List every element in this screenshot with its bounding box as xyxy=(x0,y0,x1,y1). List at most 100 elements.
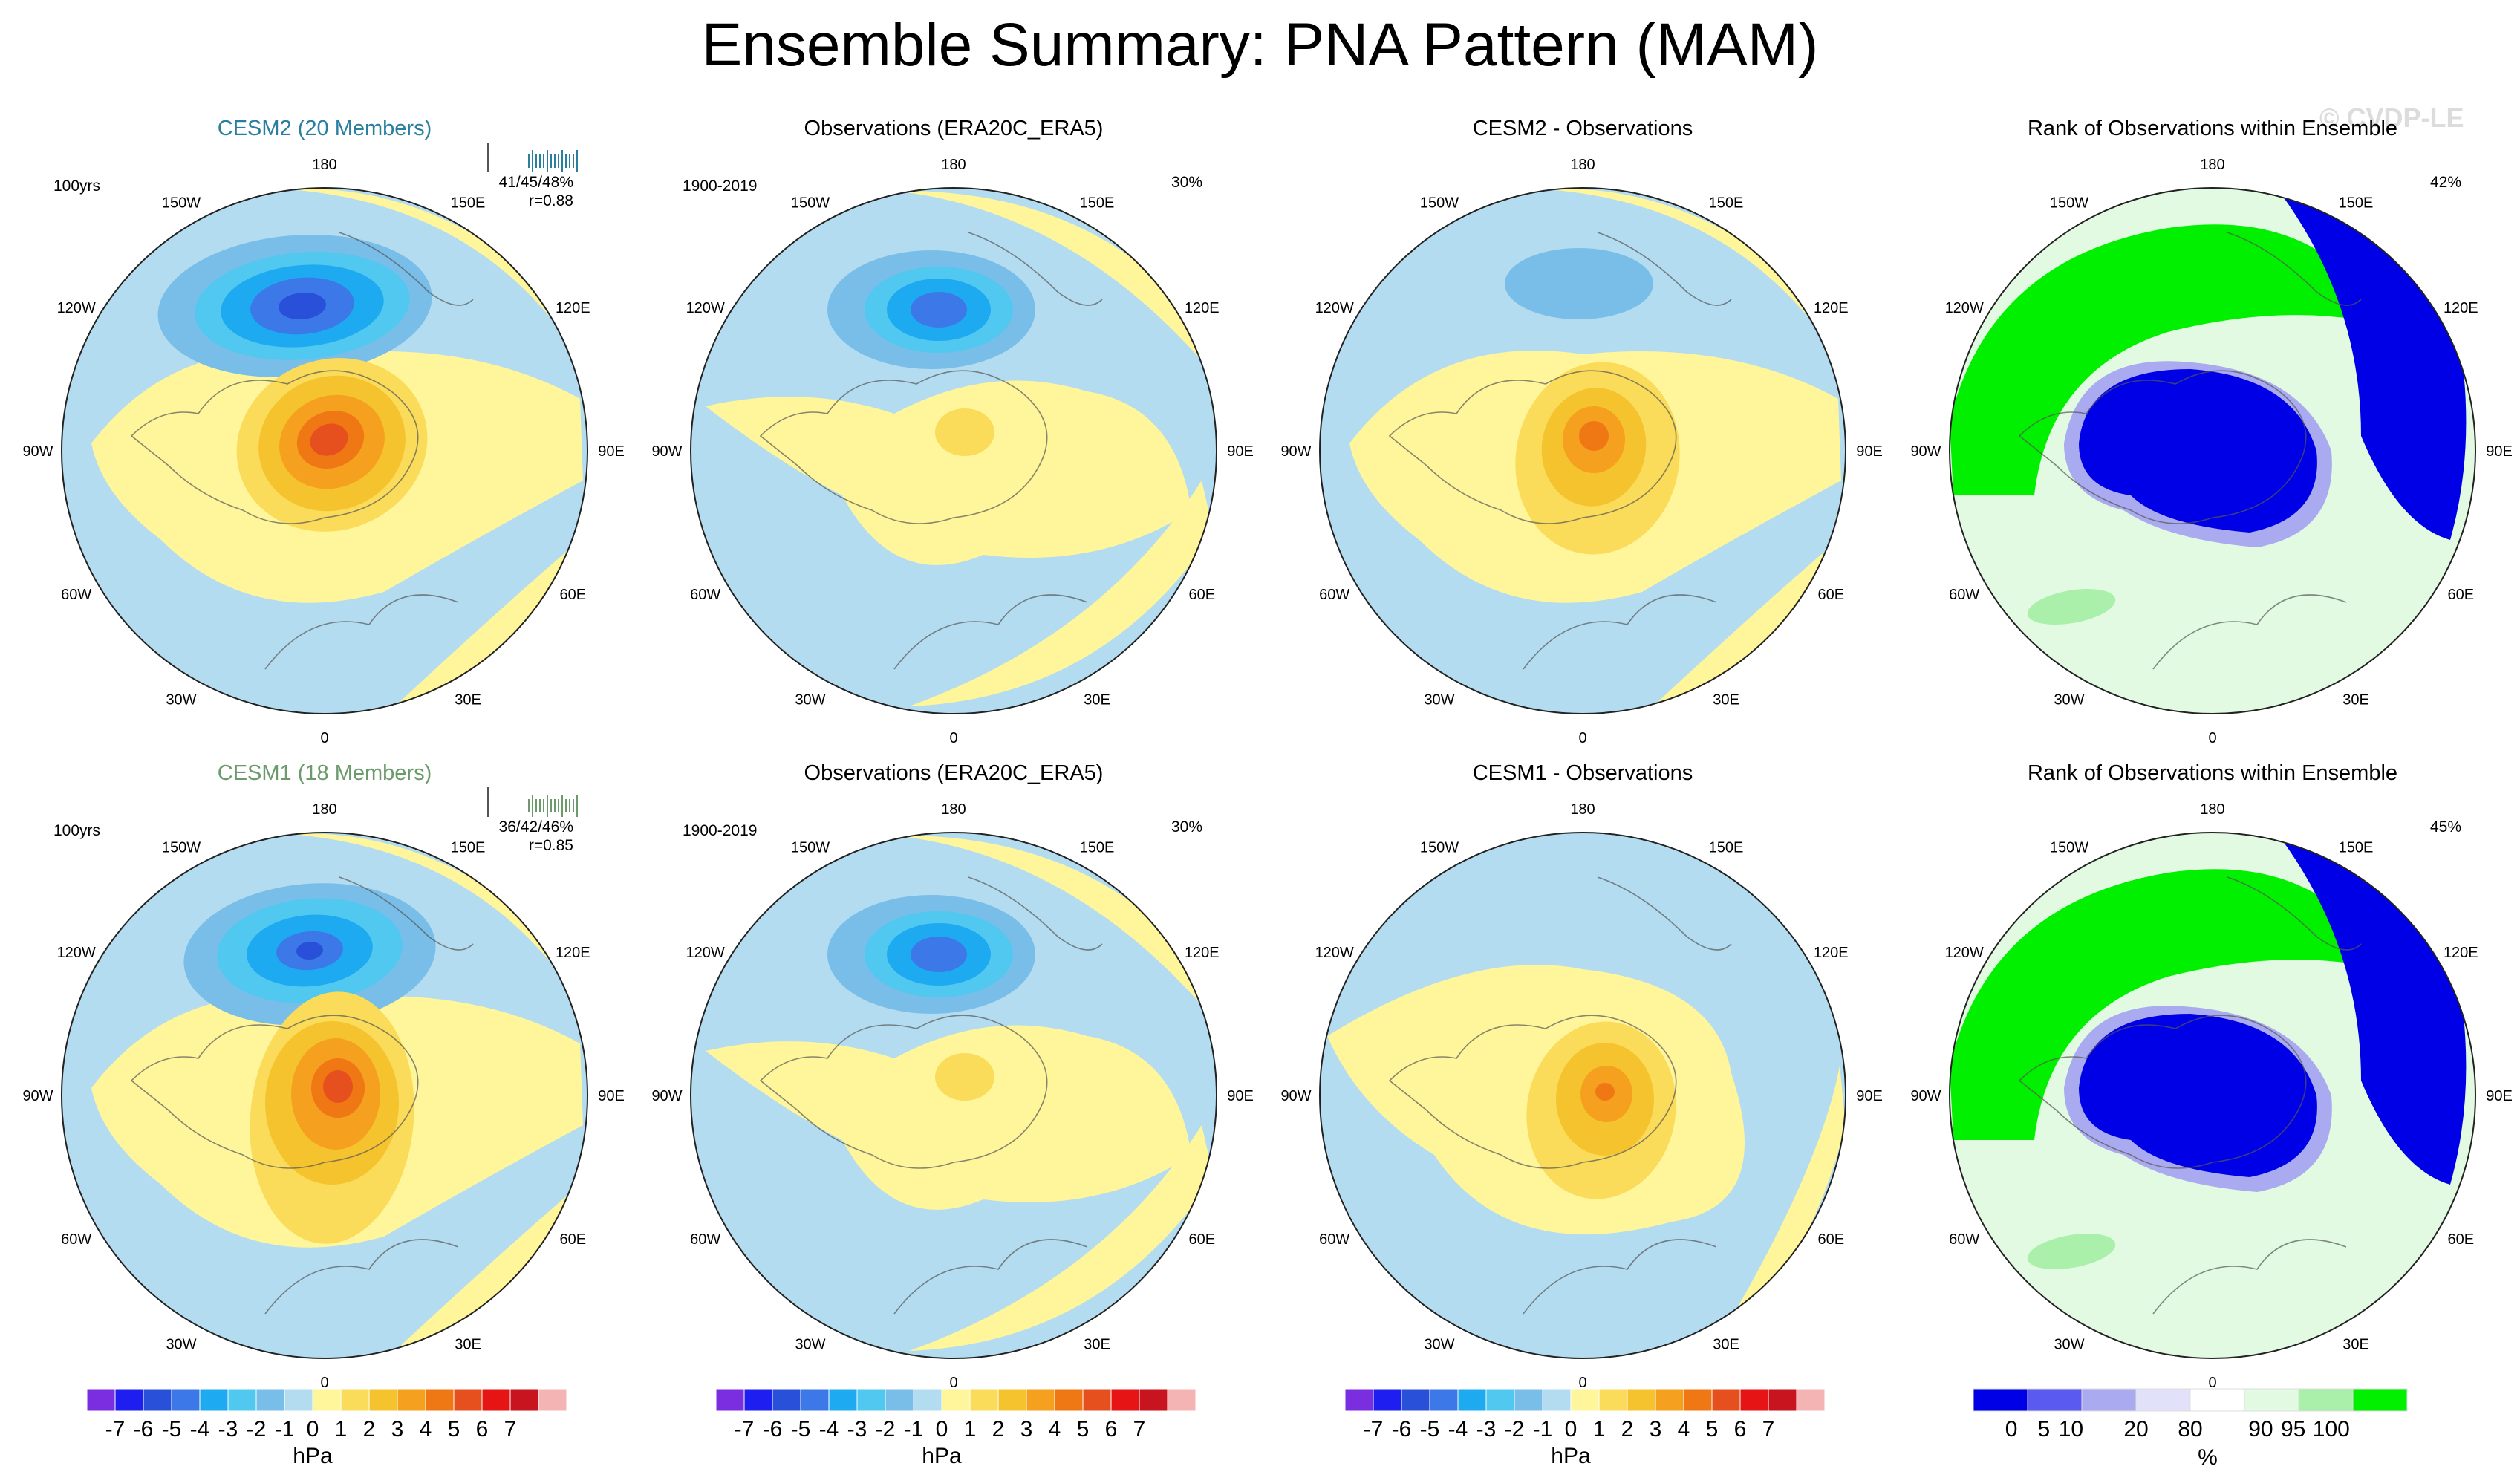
colorbar-tick-label: 7 xyxy=(1133,1417,1146,1442)
longitude-label: 90W xyxy=(22,1088,53,1104)
colorbar-swatch xyxy=(368,1388,398,1412)
stat-note: 30% xyxy=(1171,174,1202,191)
colorbar-tick-label: 1 xyxy=(335,1417,348,1442)
longitude-label: 60E xyxy=(1818,1231,1845,1248)
longitude-label: 90E xyxy=(1856,1088,1883,1104)
colorbar-tick-label: 5 xyxy=(448,1417,460,1442)
colorbar-swatch xyxy=(1167,1388,1196,1412)
period-note: 100yrs xyxy=(53,178,100,195)
colorbar-tick-label: -4 xyxy=(819,1417,839,1442)
colorbar-swatch xyxy=(2298,1388,2354,1412)
longitude-label: 60E xyxy=(1818,587,1845,603)
panel-title: Rank of Observations within Ensemble xyxy=(2028,761,2397,785)
longitude-label: 0 xyxy=(1578,1375,1586,1391)
panel-title: Rank of Observations within Ensemble xyxy=(2028,117,2397,140)
colorbar-swatch xyxy=(86,1388,116,1412)
map-field-0-1 xyxy=(691,188,1217,714)
rank-high-region xyxy=(2027,588,2116,625)
longitude-label: 90W xyxy=(1280,443,1311,460)
longitude-label: 30E xyxy=(1713,1336,1739,1352)
coastline xyxy=(2152,1239,2347,1315)
longitude-label: 150E xyxy=(1080,840,1115,856)
longitude-label: 150W xyxy=(1420,195,1459,212)
colorbar-tick-label: -1 xyxy=(1533,1417,1553,1442)
coastline xyxy=(1388,370,1677,524)
longitude-label: 120W xyxy=(686,945,725,961)
coastline xyxy=(2227,232,2362,306)
colorbar-swatch xyxy=(715,1388,745,1412)
longitude-label: 120E xyxy=(1185,300,1220,316)
correlation-note: r=0.88 xyxy=(529,192,573,209)
longitude-label: 30W xyxy=(1424,1336,1454,1352)
colorbar-swatch xyxy=(2244,1388,2299,1412)
field-positive-region xyxy=(909,1125,1214,1351)
colorbar-tick-label: 3 xyxy=(1650,1417,1662,1442)
longitude-label: 90W xyxy=(1280,1088,1311,1104)
rank-low-region xyxy=(2079,1014,2317,1177)
longitude-label: 180 xyxy=(941,157,966,173)
longitude-label: 60E xyxy=(560,587,587,603)
coastline xyxy=(339,876,474,951)
colorbar-tick-label: 10 xyxy=(2059,1417,2083,1442)
colorbar-swatch xyxy=(1683,1388,1713,1412)
longitude-label: 120E xyxy=(2444,300,2478,316)
longitude-label: 150E xyxy=(1080,195,1115,212)
coastline xyxy=(264,1239,459,1315)
coastline xyxy=(1388,1015,1677,1169)
high-contour xyxy=(935,1053,994,1101)
field-positive-region xyxy=(399,1185,580,1347)
colorbar-swatch xyxy=(2135,1388,2191,1412)
longitude-label: 30W xyxy=(166,691,196,708)
colorbar-swatch xyxy=(913,1388,942,1412)
longitude-label: 30W xyxy=(2054,1336,2084,1352)
longitude-label: 60W xyxy=(690,1231,720,1248)
colorbar-tick-label: 5 xyxy=(2038,1417,2051,1442)
stat-note: 41/45/48% xyxy=(499,174,573,191)
longitude-label: 90W xyxy=(651,443,682,460)
page-title: Ensemble Summary: PNA Pattern (MAM) xyxy=(701,11,1819,79)
longitude-label: 60W xyxy=(1319,587,1349,603)
rank-high-region xyxy=(1950,869,2383,1140)
longitude-label: 150W xyxy=(791,195,830,212)
colorbar-tick-label: 0 xyxy=(936,1417,948,1442)
longitude-label: 150W xyxy=(791,840,830,856)
colorbar-tick-label: 6 xyxy=(1734,1417,1747,1442)
colorbar-tick-label: -1 xyxy=(275,1417,295,1442)
colorbar-swatch xyxy=(1514,1388,1543,1412)
longitude-label: 150E xyxy=(1709,840,1744,856)
colorbar-tick-label: 3 xyxy=(1020,1417,1033,1442)
longitude-label: 0 xyxy=(949,730,957,746)
longitude-label: 120E xyxy=(1185,945,1220,961)
colorbar-tick-label: 5 xyxy=(1077,1417,1090,1442)
colorbar-swatch xyxy=(1344,1388,1374,1412)
colorbar-tick-label: 0 xyxy=(1565,1417,1578,1442)
panel-title: CESM2 (20 Members) xyxy=(218,117,432,140)
longitude-label: 120W xyxy=(57,300,96,316)
map-field-1-2 xyxy=(1320,833,1846,1358)
longitude-label: 60W xyxy=(1949,587,1979,603)
longitude-label: 150E xyxy=(2339,195,2374,212)
colorbar-tick-label: -2 xyxy=(247,1417,267,1442)
colorbar-swatch xyxy=(171,1388,201,1412)
colorbar-tick-label: -3 xyxy=(1476,1417,1497,1442)
longitude-label: 120W xyxy=(686,300,725,316)
longitude-label: 60E xyxy=(2448,587,2475,603)
colorbar-swatch xyxy=(1082,1388,1112,1412)
rank-low-region xyxy=(2079,369,2317,533)
colorbar-swatch xyxy=(1457,1388,1487,1412)
colorbar-swatch xyxy=(2189,1388,2245,1412)
colorbar-swatch xyxy=(312,1388,342,1412)
colorbar-tick-label: 1 xyxy=(1593,1417,1606,1442)
low-contour xyxy=(279,292,326,320)
longitude-label: 60W xyxy=(61,587,91,603)
colorbar-swatch xyxy=(143,1388,172,1412)
colorbar-swatch xyxy=(2027,1388,2083,1412)
longitude-label: 60E xyxy=(560,1231,587,1248)
coastline xyxy=(893,1239,1088,1315)
low-contour xyxy=(296,941,323,960)
longitude-label: 120E xyxy=(556,945,590,961)
colorbar-tick-label: 4 xyxy=(1678,1417,1690,1442)
colorbar-tick-label: -7 xyxy=(105,1417,126,1442)
coastline xyxy=(759,1015,1048,1169)
